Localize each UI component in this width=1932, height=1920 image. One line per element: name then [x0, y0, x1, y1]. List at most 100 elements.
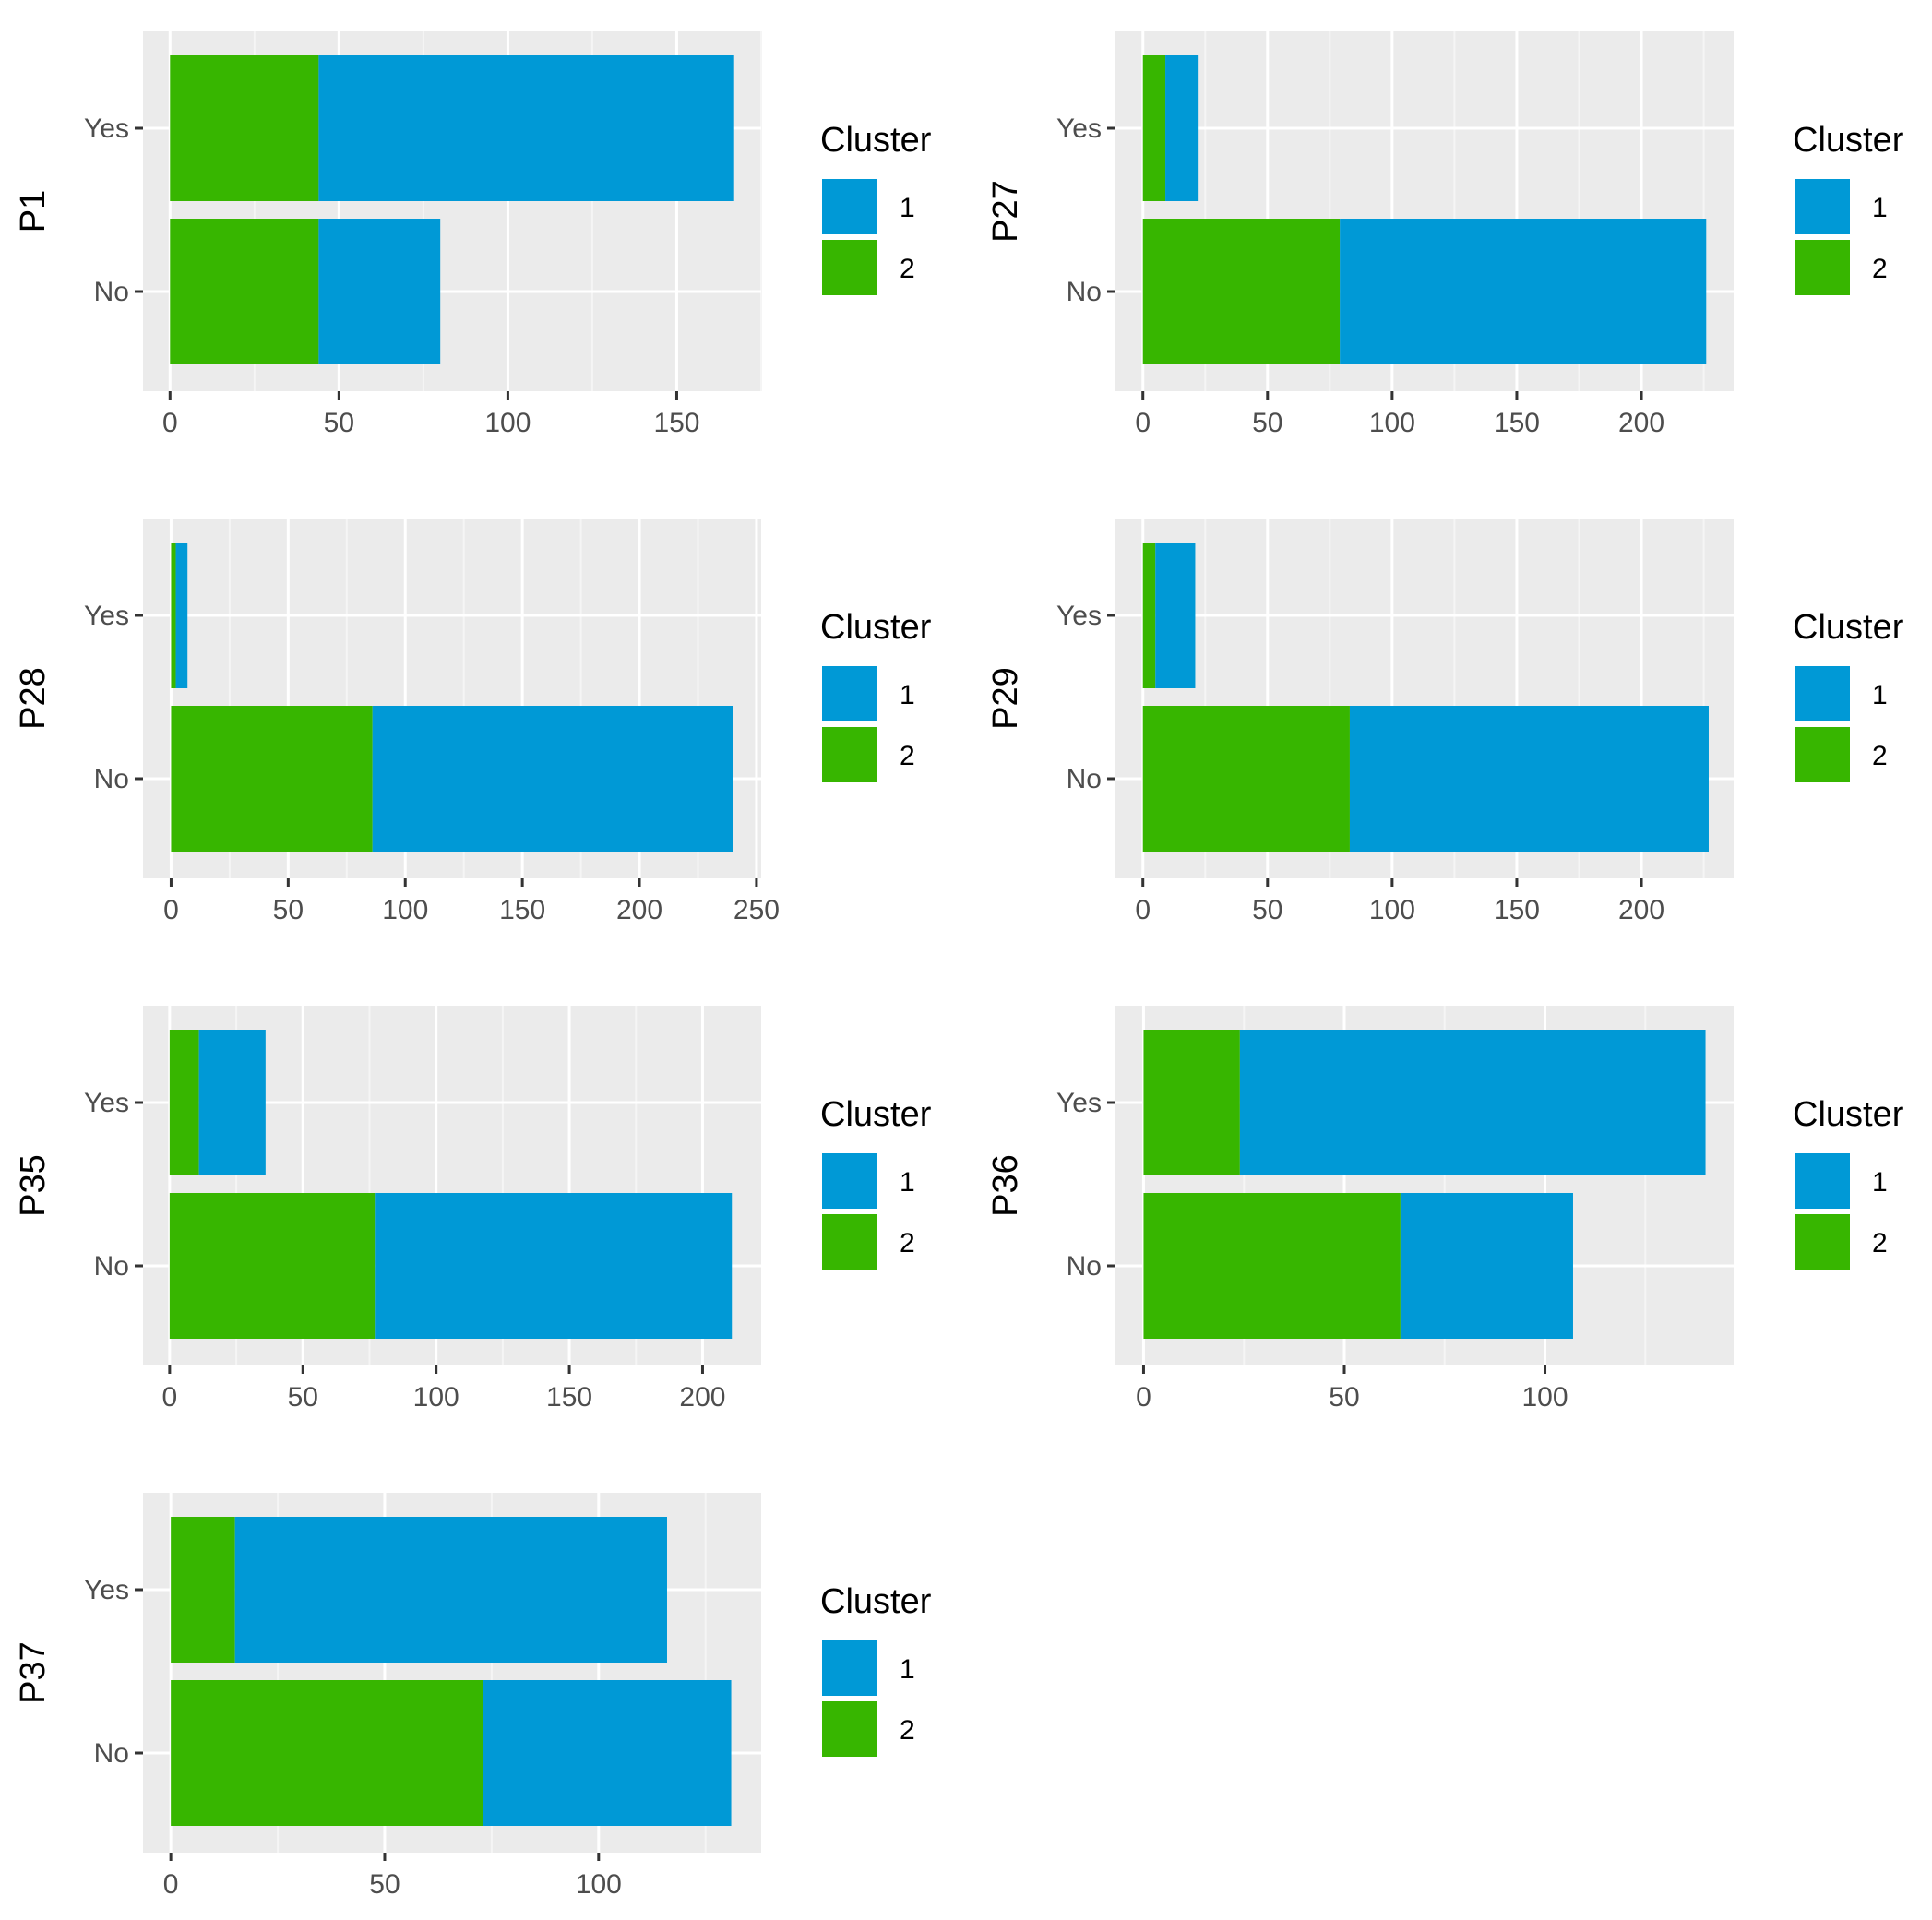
legend-label-cluster-2: 2 — [900, 741, 915, 771]
legend-label-cluster-1: 1 — [900, 680, 915, 710]
x-tick-label: 100 — [576, 1869, 622, 1900]
x-tick-label: 0 — [163, 1869, 179, 1900]
legend-title: Cluster — [820, 1095, 932, 1134]
legend-key-cluster-1 — [1795, 179, 1850, 234]
bar-no-cluster-2 — [1143, 1193, 1401, 1339]
bar-no-cluster-2 — [169, 1193, 376, 1339]
legend-label-cluster-2: 2 — [900, 254, 915, 284]
bar-no-cluster-2 — [170, 219, 319, 364]
x-tick-label: 0 — [1135, 408, 1151, 438]
y-tick-label: Yes — [84, 601, 129, 631]
bar-no-cluster-2 — [1142, 219, 1341, 364]
bar-yes-cluster-1 — [175, 543, 188, 688]
x-tick-label: 0 — [162, 408, 178, 438]
legend-key-cluster-2 — [1795, 727, 1850, 782]
bar-yes-cluster-1 — [198, 1030, 266, 1175]
legend-title: Cluster — [820, 608, 932, 647]
y-tick-label: Yes — [1056, 1088, 1102, 1118]
legend-key-cluster-1 — [822, 1640, 877, 1696]
bar-yes-cluster-2 — [170, 55, 319, 201]
legend-label-cluster-2: 2 — [1872, 1228, 1888, 1258]
legend-label-cluster-2: 2 — [1872, 741, 1888, 771]
legend-title: Cluster — [820, 1582, 932, 1621]
legend-label-cluster-2: 2 — [900, 1715, 915, 1746]
bar-no-cluster-1 — [318, 219, 441, 364]
bar-yes-cluster-2 — [171, 543, 176, 688]
legend-key-cluster-2 — [822, 1214, 877, 1270]
legend-label-cluster-2: 2 — [1872, 254, 1888, 284]
x-tick-label: 200 — [1618, 408, 1664, 438]
x-tick-label: 150 — [653, 408, 699, 438]
x-tick-label: 100 — [413, 1382, 459, 1413]
legend-key-cluster-2 — [1795, 240, 1850, 295]
legend-label-cluster-1: 1 — [1872, 193, 1888, 223]
y-tick-label: No — [1067, 1251, 1102, 1282]
x-tick-label: 0 — [162, 1382, 178, 1413]
x-tick-label: 50 — [1329, 1382, 1359, 1413]
bar-yes-cluster-2 — [1142, 543, 1156, 688]
y-tick-label: No — [94, 277, 129, 307]
y-tick-label: No — [1067, 764, 1102, 794]
legend-key-cluster-1 — [1795, 666, 1850, 721]
legend-label-cluster-1: 1 — [900, 1167, 915, 1198]
legend-label-cluster-1: 1 — [900, 193, 915, 223]
legend-key-cluster-2 — [822, 1701, 877, 1757]
x-tick-label: 100 — [1369, 895, 1415, 925]
bar-yes-cluster-1 — [1155, 543, 1196, 688]
legend-key-cluster-1 — [822, 666, 877, 721]
y-tick-label: Yes — [1056, 601, 1102, 631]
facet-panel-p29: Yes No 0 50 100 150 200 P29 Cluster 1 2 — [986, 519, 1904, 925]
x-tick-label: 200 — [1618, 895, 1664, 925]
bar-no-cluster-2 — [171, 1680, 483, 1826]
legend-title: Cluster — [1793, 1095, 1904, 1134]
y-tick-label: No — [1067, 277, 1102, 307]
y-axis-title: P35 — [14, 1154, 53, 1217]
legend-label-cluster-1: 1 — [900, 1654, 915, 1685]
y-tick-label: No — [94, 1251, 129, 1282]
y-tick-label: No — [94, 1738, 129, 1769]
legend-label-cluster-1: 1 — [1872, 680, 1888, 710]
x-tick-label: 50 — [369, 1869, 400, 1900]
x-tick-label: 50 — [324, 408, 354, 438]
bar-no-cluster-2 — [171, 706, 373, 852]
y-axis-title: P37 — [14, 1641, 53, 1704]
x-tick-label: 0 — [163, 895, 179, 925]
x-tick-label: 100 — [1521, 1382, 1568, 1413]
legend-key-cluster-1 — [822, 1153, 877, 1209]
y-axis-title: P27 — [986, 180, 1025, 243]
x-tick-label: 50 — [1252, 408, 1282, 438]
bar-no-cluster-2 — [1142, 706, 1350, 852]
facet-panel-p28: Yes No 0 50 100 150 200 250 P28 Cluster 1 2 — [14, 519, 932, 925]
facet-panel-p1: Yes No 0 50 100 150 P1 Cluster 1 2 — [14, 31, 932, 438]
bar-yes-cluster-2 — [169, 1030, 199, 1175]
x-tick-label: 100 — [484, 408, 531, 438]
x-tick-label: 150 — [1494, 408, 1540, 438]
y-axis-title: P28 — [14, 667, 53, 730]
legend-title: Cluster — [820, 121, 932, 160]
bar-yes-cluster-1 — [234, 1517, 667, 1663]
y-tick-label: Yes — [84, 1575, 129, 1605]
y-tick-label: Yes — [84, 1088, 129, 1118]
facet-panel-p35: Yes No 0 50 100 150 200 P35 Cluster 1 2 — [14, 1006, 932, 1413]
bar-yes-cluster-1 — [318, 55, 734, 201]
bar-no-cluster-1 — [1400, 1193, 1573, 1339]
x-tick-label: 0 — [1136, 1382, 1151, 1413]
x-tick-label: 0 — [1135, 895, 1151, 925]
legend-title: Cluster — [1793, 608, 1904, 647]
y-axis-title: P1 — [14, 190, 53, 233]
bar-yes-cluster-1 — [1239, 1030, 1706, 1175]
x-tick-label: 100 — [1369, 408, 1415, 438]
x-tick-label: 150 — [1494, 895, 1540, 925]
x-tick-label: 50 — [273, 895, 304, 925]
legend-key-cluster-2 — [822, 727, 877, 782]
legend-label-cluster-1: 1 — [1872, 1167, 1888, 1198]
bar-yes-cluster-2 — [171, 1517, 235, 1663]
legend-key-cluster-1 — [822, 179, 877, 234]
facet-panel-p37: Yes No 0 50 100 P37 Cluster 1 2 — [14, 1493, 932, 1900]
x-tick-label: 150 — [546, 1382, 592, 1413]
y-tick-label: Yes — [1056, 113, 1102, 144]
legend-label-cluster-2: 2 — [900, 1228, 915, 1258]
y-axis-title: P36 — [986, 1154, 1025, 1217]
y-axis-title: P29 — [986, 667, 1025, 730]
